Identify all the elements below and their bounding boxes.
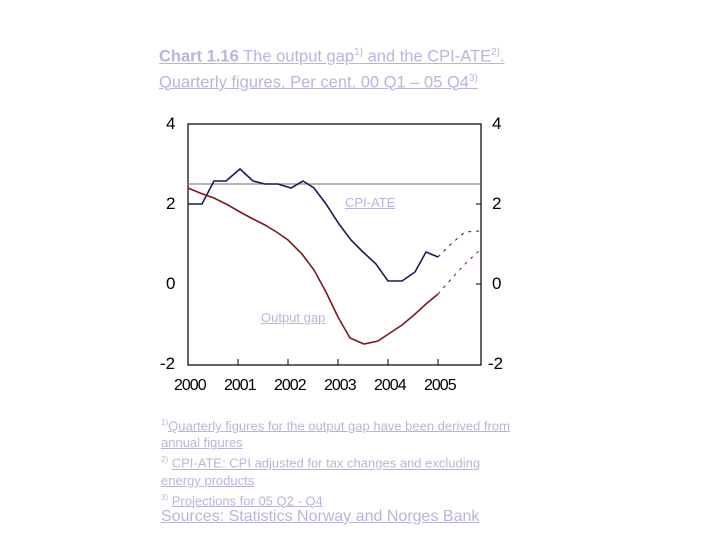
output-gap-projection [437, 249, 481, 295]
footnote-3[interactable]: 3) Projections for 05 Q2 - Q4 [161, 489, 521, 509]
x-tick: 2001 [224, 377, 257, 394]
cpi-ate-projection [437, 230, 481, 258]
title-part: The output gap [238, 47, 355, 66]
x-tick: 2004 [374, 377, 407, 394]
y-tick-right: 4 [492, 114, 502, 133]
title-part: and the CPI-ATE [363, 47, 492, 66]
chart-title[interactable]: Chart 1.16 The output gap1) and the CPI-… [159, 42, 519, 93]
x-tick: 2000 [174, 377, 207, 394]
y-tick-left: -2 [160, 354, 176, 373]
y-tick-right: 0 [492, 274, 502, 293]
footnote-ref: 1) [354, 47, 363, 58]
chart-number: Chart 1.16 [159, 47, 239, 66]
y-tick-left: 4 [166, 114, 176, 133]
x-tick-marks [237, 359, 439, 365]
output-gap-line [187, 187, 439, 345]
footnote-marker: 1) [161, 418, 169, 427]
x-tick: 2005 [424, 377, 457, 394]
title-part: . Quarterly figures. Per cent. 00 Q1 – 0… [159, 47, 505, 92]
footnote-marker: 3) [161, 492, 169, 502]
footnote-ref: 3) [469, 72, 478, 84]
plot-frame [187, 123, 482, 366]
footnote-2[interactable]: 2) CPI-ATE: CPI adjusted for tax changes… [161, 451, 521, 488]
footnote-text: CPI-ATE: CPI adjusted for tax changes an… [161, 455, 481, 488]
y-tick-left: 2 [166, 194, 176, 213]
cpi-ate-label[interactable]: CPI-ATE [345, 195, 396, 210]
footnote-ref: 2) [491, 47, 500, 58]
output-gap-label[interactable]: Output gap [261, 310, 326, 325]
y-tick-marks [476, 203, 481, 285]
sources-link[interactable]: Sources: Statistics Norway and Norges Ba… [161, 508, 480, 525]
x-tick: 2002 [274, 377, 307, 394]
footnotes: 1)Quarterly figures for the output gap h… [161, 414, 521, 509]
y-tick-right: -2 [488, 354, 504, 373]
y-tick-left: 0 [166, 274, 176, 293]
y-tick-right: 2 [492, 194, 502, 213]
footnote-text: Quarterly figures for the output gap hav… [161, 418, 510, 451]
x-tick: 2003 [324, 377, 357, 394]
footnote-text: Projections for 05 Q2 - Q4 [171, 492, 323, 508]
cpi-ate-line [188, 167, 439, 282]
footnote-marker: 2) [161, 455, 169, 465]
footnote-1[interactable]: 1)Quarterly figures for the output gap h… [161, 414, 521, 451]
